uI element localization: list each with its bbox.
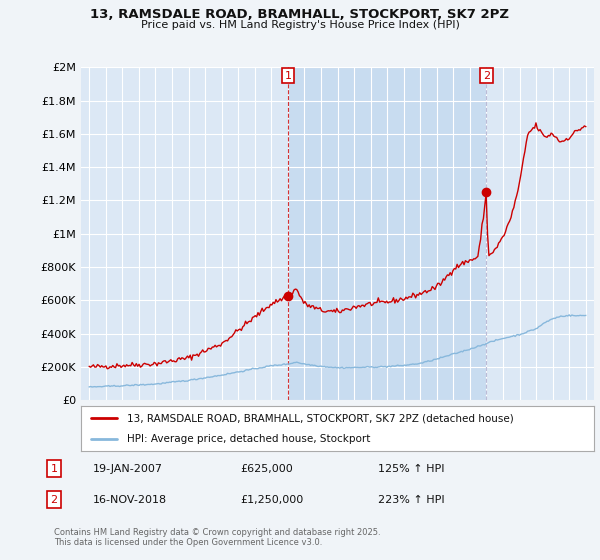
- Text: Price paid vs. HM Land Registry's House Price Index (HPI): Price paid vs. HM Land Registry's House …: [140, 20, 460, 30]
- Bar: [288, 67, 487, 400]
- Text: £1,250,000: £1,250,000: [240, 494, 303, 505]
- Text: 2: 2: [50, 494, 58, 505]
- Text: 19-JAN-2007: 19-JAN-2007: [93, 464, 163, 474]
- Text: 13, RAMSDALE ROAD, BRAMHALL, STOCKPORT, SK7 2PZ (detached house): 13, RAMSDALE ROAD, BRAMHALL, STOCKPORT, …: [127, 413, 514, 423]
- Text: 1: 1: [50, 464, 58, 474]
- Text: 1: 1: [284, 71, 292, 81]
- Text: 125% ↑ HPI: 125% ↑ HPI: [378, 464, 445, 474]
- Text: HPI: Average price, detached house, Stockport: HPI: Average price, detached house, Stoc…: [127, 433, 371, 444]
- Text: 13, RAMSDALE ROAD, BRAMHALL, STOCKPORT, SK7 2PZ: 13, RAMSDALE ROAD, BRAMHALL, STOCKPORT, …: [91, 8, 509, 21]
- Text: 223% ↑ HPI: 223% ↑ HPI: [378, 494, 445, 505]
- Text: £625,000: £625,000: [240, 464, 293, 474]
- Text: 16-NOV-2018: 16-NOV-2018: [93, 494, 167, 505]
- Text: 2: 2: [483, 71, 490, 81]
- Text: Contains HM Land Registry data © Crown copyright and database right 2025.
This d: Contains HM Land Registry data © Crown c…: [54, 528, 380, 547]
